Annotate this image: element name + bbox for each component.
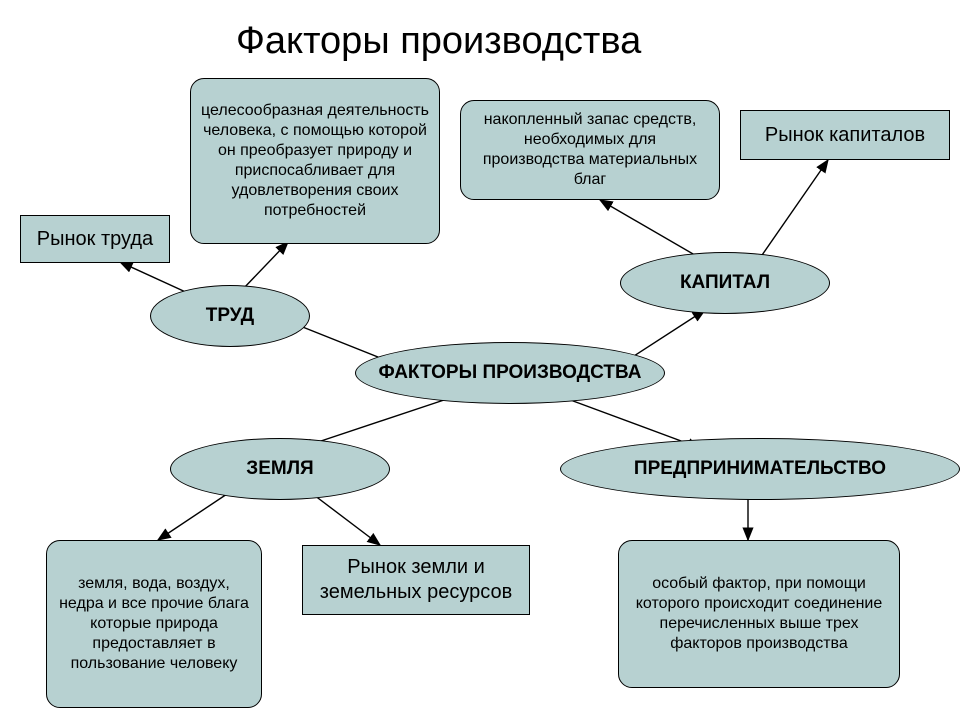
node-label: целесообразная деятельность человека, с … xyxy=(201,101,429,221)
node-label: ЗЕМЛЯ xyxy=(246,457,313,481)
node-label: ФАКТОРЫ ПРОИЗВОДСТВА xyxy=(378,361,641,385)
node-label: КАПИТАЛ xyxy=(680,271,770,295)
node-labor-definition: целесообразная деятельность человека, с … xyxy=(190,78,440,244)
node-land-definition: земля, вода, воздух, недра и все прочие … xyxy=(46,540,262,708)
node-label: Рынок труда xyxy=(37,227,153,252)
node-entrepreneurship: ПРЕДПРИНИМАТЕЛЬСТВО xyxy=(560,438,960,500)
node-capital-definition: накопленный запас средств, необходимых д… xyxy=(460,100,720,200)
node-label: ТРУД xyxy=(206,304,254,328)
node-center: ФАКТОРЫ ПРОИЗВОДСТВА xyxy=(355,342,665,404)
node-label: земля, вода, воздух, недра и все прочие … xyxy=(57,574,251,674)
node-label: особый фактор, при помощи которого проис… xyxy=(629,574,889,654)
node-capital-market: Рынок капиталов xyxy=(740,110,950,160)
node-labor: ТРУД xyxy=(150,285,310,347)
node-entrepreneurship-definition: особый фактор, при помощи которого проис… xyxy=(618,540,900,688)
node-land: ЗЕМЛЯ xyxy=(170,438,390,500)
node-label: Рынок капиталов xyxy=(765,123,925,148)
page-title: Факторы производства xyxy=(236,20,641,63)
diagram-canvas: Факторы производства ФАКТОРЫ ПРОИЗВОДСТВ… xyxy=(0,0,960,720)
node-label: ПРЕДПРИНИМАТЕЛЬСТВО xyxy=(634,457,886,481)
node-capital: КАПИТАЛ xyxy=(620,252,830,314)
node-label: Рынок земли и земельных ресурсов xyxy=(313,555,519,605)
node-land-market: Рынок земли и земельных ресурсов xyxy=(302,545,530,615)
node-label: накопленный запас средств, необходимых д… xyxy=(471,110,709,190)
node-labor-market: Рынок труда xyxy=(20,215,170,263)
